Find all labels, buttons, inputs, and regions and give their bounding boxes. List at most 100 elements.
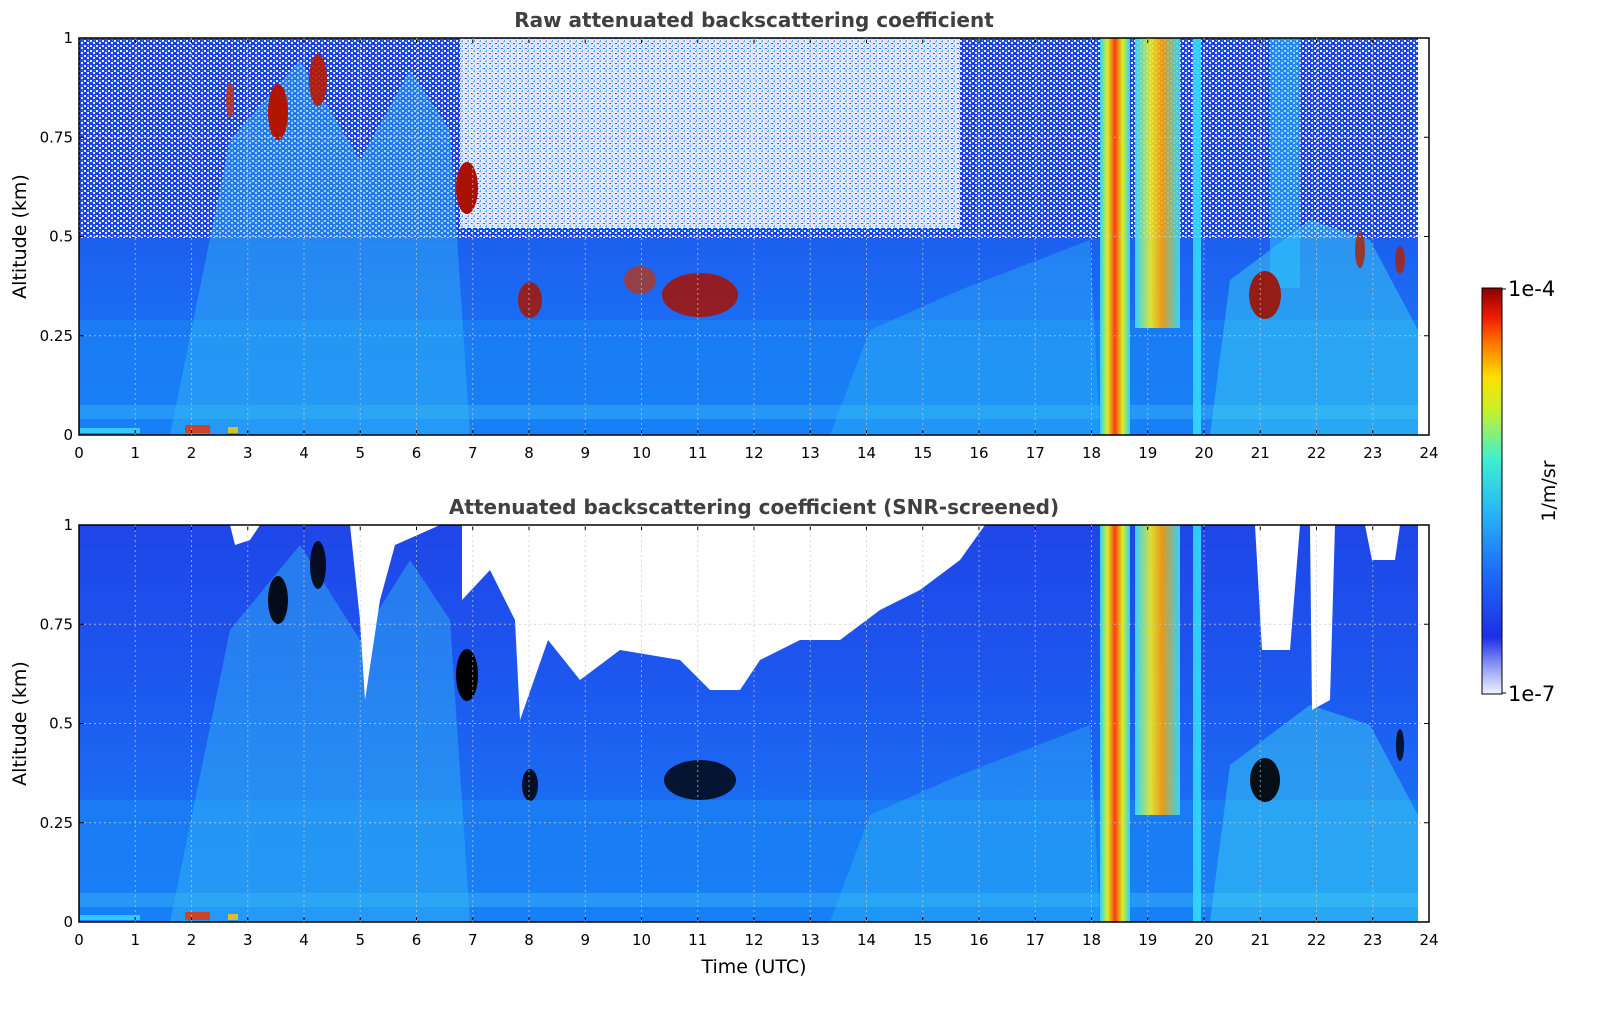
x-tick: 21	[1251, 525, 1270, 949]
x-tick-label: 6	[412, 444, 422, 462]
x-tick: 4	[299, 525, 309, 949]
x-tick: 3	[243, 525, 253, 949]
panel-screened-x-label: Time (UTC)	[700, 956, 806, 978]
x-tick: 8	[524, 525, 534, 949]
x-tick-label: 9	[580, 444, 590, 462]
x-tick: 12	[744, 38, 764, 462]
y-tick: 0.5	[49, 228, 1429, 246]
x-tick: 24	[1419, 525, 1439, 949]
x-tick: 12	[744, 525, 764, 949]
x-tick-label: 5	[355, 931, 365, 949]
x-tick-label: 21	[1251, 444, 1270, 462]
x-tick-label: 3	[243, 931, 253, 949]
x-tick-label: 23	[1363, 931, 1382, 949]
x-tick: 13	[801, 525, 820, 949]
x-tick: 18	[1082, 525, 1101, 949]
x-tick-label: 9	[580, 931, 590, 949]
x-tick: 10	[632, 38, 651, 462]
x-tick-label: 17	[1026, 444, 1045, 462]
x-tick-label: 20	[1194, 931, 1213, 949]
x-tick-label: 10	[632, 931, 651, 949]
x-tick: 6	[412, 38, 422, 462]
x-tick: 14	[857, 38, 876, 462]
x-tick-label: 1	[130, 444, 140, 462]
x-tick: 21	[1251, 38, 1270, 462]
x-tick: 20	[1194, 525, 1214, 949]
x-tick: 6	[412, 525, 422, 949]
x-tick: 11	[688, 38, 707, 462]
x-tick-label: 22	[1307, 444, 1326, 462]
y-tick: 0.25	[40, 814, 1429, 832]
x-tick: 20	[1194, 38, 1214, 462]
x-tick: 10	[632, 525, 651, 949]
x-tick-label: 21	[1251, 931, 1270, 949]
panel-raw-y-label: Altitude (km)	[9, 174, 31, 299]
x-tick: 23	[1363, 525, 1382, 949]
x-tick: 11	[688, 525, 707, 949]
x-tick: 17	[1026, 38, 1045, 462]
colorbar-units-label: 1/m/sr	[1538, 460, 1560, 521]
x-tick: 7	[468, 525, 478, 949]
x-tick: 17	[1026, 525, 1045, 949]
x-tick: 16	[969, 38, 989, 462]
colorbar: 1e-4 1e-7 1/m/sr	[1481, 277, 1560, 706]
x-tick-label: 18	[1082, 931, 1101, 949]
y-tick-label: 0	[63, 913, 73, 931]
x-tick-label: 7	[468, 931, 478, 949]
y-tick: 0.25	[40, 327, 1429, 345]
panel-raw-grid	[79, 136, 1429, 337]
y-tick-label: 0.75	[40, 128, 73, 146]
y-tick: 1	[63, 29, 1429, 47]
x-tick: 1	[130, 525, 140, 949]
x-tick: 9	[580, 525, 590, 949]
panel-screened-grid	[79, 623, 1429, 824]
x-tick: 13	[801, 38, 820, 462]
panel-screened-y-axis: 0 0.25 0.5 0.75 1	[40, 516, 1429, 931]
y-tick-label: 0.75	[40, 615, 73, 633]
x-tick-label: 13	[801, 444, 820, 462]
x-tick: 2	[187, 525, 197, 949]
x-tick-label: 0	[74, 444, 84, 462]
x-tick-label: 4	[299, 444, 309, 462]
x-tick-label: 22	[1307, 931, 1326, 949]
panel-screened-x-axis: 0 1 2 3 4 5 6 7 8 9 10 11 12 13 14 15 16 17 18 19 20 21 22 23 24	[74, 525, 1439, 949]
low-snr-mask	[462, 525, 985, 720]
x-tick-label: 3	[243, 444, 253, 462]
y-tick-label: 1	[63, 29, 73, 47]
x-tick-label: 2	[187, 931, 197, 949]
y-tick-label: 0.5	[49, 228, 73, 246]
panel-screened-title: Attenuated backscattering coefficient (S…	[449, 495, 1059, 519]
y-tick: 1	[63, 516, 1429, 534]
x-tick: 24	[1419, 38, 1439, 462]
panel-raw-y-axis: 0 0.25 0.5 0.75 1	[40, 29, 1429, 444]
x-tick-label: 24	[1419, 931, 1438, 949]
x-tick-label: 6	[412, 931, 422, 949]
x-tick-label: 20	[1194, 444, 1213, 462]
x-tick: 7	[468, 38, 478, 462]
x-tick-label: 2	[187, 444, 197, 462]
x-tick: 19	[1138, 38, 1157, 462]
x-tick-label: 1	[130, 931, 140, 949]
y-tick-label: 0	[63, 426, 73, 444]
x-tick-label: 16	[969, 444, 988, 462]
x-tick: 18	[1082, 38, 1101, 462]
x-tick: 8	[524, 38, 534, 462]
x-tick-label: 12	[744, 444, 763, 462]
y-tick-label: 1	[63, 516, 73, 534]
x-tick: 3	[243, 38, 253, 462]
panel-screened-y-label: Altitude (km)	[9, 661, 31, 786]
x-tick-label: 0	[74, 931, 84, 949]
x-tick-label: 19	[1138, 931, 1157, 949]
x-tick-label: 17	[1026, 931, 1045, 949]
x-tick-label: 14	[857, 444, 876, 462]
x-tick: 14	[857, 525, 876, 949]
x-tick-label: 18	[1082, 444, 1101, 462]
x-tick: 2	[187, 38, 197, 462]
x-tick: 4	[299, 38, 309, 462]
panel-screened: Attenuated backscattering coefficient (S…	[9, 495, 1439, 978]
x-tick: 1	[130, 38, 140, 462]
y-tick: 0	[63, 426, 1429, 444]
x-tick-label: 16	[969, 931, 988, 949]
x-tick-label: 11	[688, 444, 707, 462]
